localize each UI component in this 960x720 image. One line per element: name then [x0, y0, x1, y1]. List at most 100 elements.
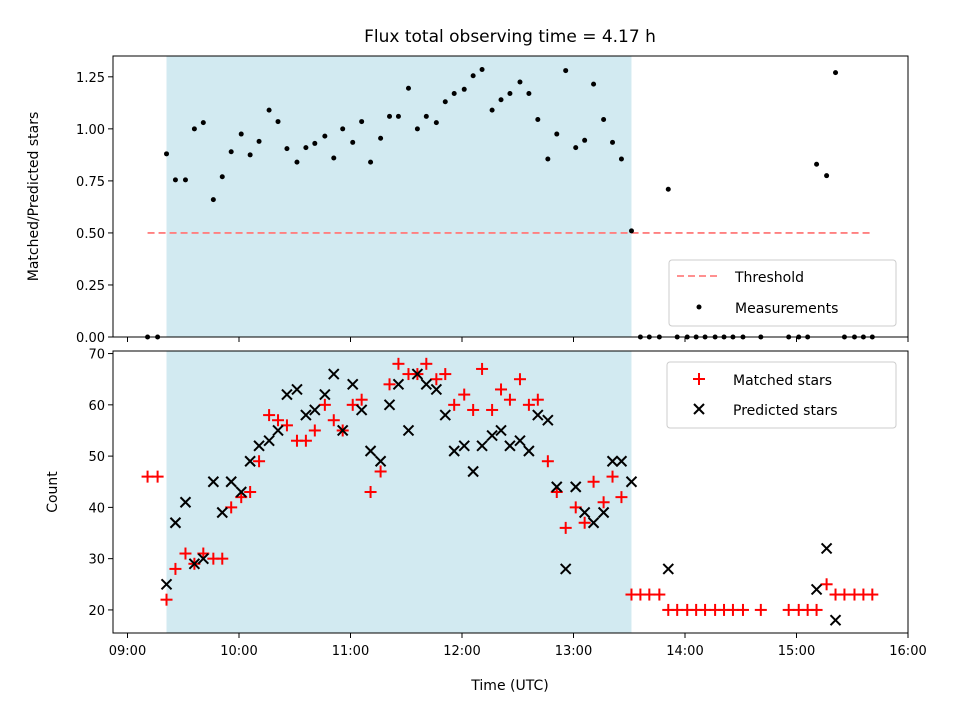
measurement-point: [479, 67, 485, 73]
matched-point: [420, 357, 433, 370]
measurement-point: [470, 73, 476, 79]
predicted-point: [179, 496, 192, 508]
predicted-point: [448, 445, 460, 457]
bottom-y-ticks: 20 30 40 50 60 70: [88, 348, 113, 619]
measurement-point: [275, 119, 281, 125]
y-tick-label: 50: [88, 450, 105, 465]
predicted-point: [336, 424, 349, 437]
measurement-point: [387, 113, 393, 119]
measurement-point: [210, 197, 216, 203]
predicted-point: [810, 583, 823, 596]
y-tick-label: 0.25: [76, 279, 105, 294]
matched-point: [699, 603, 712, 616]
measurement-point: [247, 152, 253, 158]
predicted-point: [467, 465, 479, 478]
matched-point: [299, 434, 312, 447]
matched-point: [430, 373, 443, 386]
legend-measurements-label: Measurements: [735, 301, 838, 317]
measurement-point: [322, 133, 328, 139]
measurement-point: [172, 177, 178, 183]
matched-point: [253, 455, 266, 468]
predicted-point: [225, 476, 237, 488]
predicted-point: [272, 424, 284, 437]
measurement-point: [535, 116, 541, 122]
predicted-point: [383, 399, 396, 411]
predicted-point: [216, 506, 228, 519]
measurement-point: [284, 146, 290, 152]
predicted-point: [319, 388, 331, 401]
matched-point: [383, 378, 396, 391]
x-tick-label: 14:00: [666, 644, 703, 659]
measurement-point: [182, 177, 188, 183]
measurement-point: [545, 156, 551, 162]
y-tick-label: 70: [88, 348, 105, 363]
legend-matched-swatch: [693, 373, 705, 385]
legend-measurements-swatch: [696, 304, 702, 310]
measurement-point: [833, 70, 839, 76]
predicted-point: [820, 542, 833, 555]
matched-point: [439, 368, 452, 381]
y-tick-label: 20: [88, 604, 105, 619]
matched-point: [513, 373, 526, 386]
predicted-point: [402, 424, 415, 437]
predicted-point: [355, 404, 368, 416]
matched-point: [569, 501, 582, 514]
y-tick-label: 1.00: [76, 123, 105, 138]
matched-point: [346, 398, 359, 411]
measurement-point: [507, 90, 513, 96]
y-tick-label: 40: [88, 501, 105, 516]
predicted-point: [597, 506, 610, 519]
predicted-point: [625, 476, 638, 488]
predicted-point: [523, 445, 535, 457]
matched-point: [392, 357, 405, 370]
matched-point: [364, 486, 377, 498]
x-tick-label: 15:00: [778, 644, 815, 659]
predicted-point: [587, 517, 600, 529]
measurement-point: [814, 161, 820, 167]
predicted-point: [458, 440, 470, 452]
matched-point: [810, 603, 823, 616]
predicted-point: [495, 424, 507, 437]
predicted-point: [244, 455, 256, 467]
matched-point: [653, 588, 666, 601]
measurement-point: [489, 107, 495, 113]
matched-point: [169, 562, 182, 575]
matched-point: [643, 588, 656, 601]
matched-point: [355, 393, 368, 406]
measurement-point: [294, 159, 300, 165]
y-tick-label: 1.25: [76, 71, 105, 86]
matched-point: [754, 603, 767, 616]
top-y-ticks: 0.00 0.25 0.50 0.75 1.00 1.25: [76, 71, 113, 346]
predicted-point: [207, 476, 220, 488]
measurement-point: [256, 138, 262, 144]
top-panel: 0.00 0.25 0.50 0.75 1.00 1.25 Matched/Predict…: [26, 55, 909, 346]
matched-point: [495, 383, 508, 396]
y-tick-label: 30: [88, 553, 105, 568]
measurement-point: [164, 151, 170, 157]
matched-point: [160, 593, 173, 606]
measurement-point: [405, 85, 411, 91]
top-legend-box: [668, 259, 897, 327]
x-tick-label: 09:00: [109, 644, 146, 659]
predicted-point: [197, 552, 210, 565]
matched-point: [615, 491, 628, 504]
matched-point: [272, 414, 285, 427]
matched-point: [225, 501, 238, 514]
measurement-point: [610, 139, 616, 145]
predicted-point: [374, 455, 387, 467]
matched-point: [578, 516, 591, 529]
predicted-point: [570, 481, 582, 493]
predicted-point: [328, 368, 340, 380]
matched-point: [587, 475, 600, 488]
predicted-point: [160, 578, 173, 590]
measurement-point: [312, 140, 318, 146]
predicted-point: [615, 455, 628, 467]
predicted-point: [606, 455, 619, 467]
matched-point: [179, 547, 192, 560]
measurement-point: [563, 68, 569, 74]
matched-point: [141, 470, 154, 483]
predicted-point: [439, 409, 451, 421]
top-observing-window: [166, 56, 632, 337]
top-x-ticks: [126, 337, 909, 342]
